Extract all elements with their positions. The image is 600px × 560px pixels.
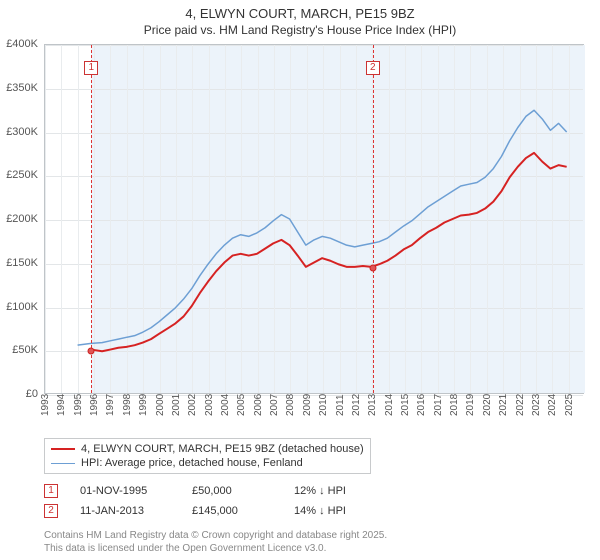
y-axis-labels: £0£50K£100K£150K£200K£250K£300K£350K£400… (0, 44, 42, 394)
chart-title-address: 4, ELWYN COURT, MARCH, PE15 9BZ (0, 6, 600, 21)
x-axis-labels: 1993199419951996199719981999200020012002… (44, 396, 584, 436)
x-axis-label: 2016 (416, 394, 427, 416)
event-hpi-diff: 14% ↓ HPI (294, 505, 374, 517)
attribution-line1: Contains HM Land Registry data © Crown c… (44, 530, 387, 543)
event-number-badge: 2 (44, 504, 58, 518)
legend-label: 4, ELWYN COURT, MARCH, PE15 9BZ (detache… (81, 443, 364, 455)
y-axis-label: £200K (6, 213, 38, 225)
x-axis-label: 2005 (236, 394, 247, 416)
x-axis-label: 1999 (138, 394, 149, 416)
y-axis-label: £50K (12, 344, 38, 356)
events-row: 1 01-NOV-1995 £50,000 12% ↓ HPI (44, 484, 374, 498)
y-axis-label: £300K (6, 126, 38, 138)
y-axis-label: £250K (6, 169, 38, 181)
legend-label: HPI: Average price, detached house, Fenl… (81, 457, 303, 469)
x-axis-label: 1996 (89, 394, 100, 416)
attribution: Contains HM Land Registry data © Crown c… (44, 530, 387, 555)
x-axis-label: 2019 (465, 394, 476, 416)
event-hpi-diff: 12% ↓ HPI (294, 485, 374, 497)
x-axis-label: 2022 (515, 394, 526, 416)
y-axis-label: £100K (6, 301, 38, 313)
x-axis-label: 2020 (482, 394, 493, 416)
event-price: £145,000 (192, 505, 272, 517)
x-axis-label: 2008 (285, 394, 296, 416)
event-badge: 1 (84, 61, 98, 75)
event-badge: 2 (366, 61, 380, 75)
x-axis-label: 2010 (318, 394, 329, 416)
x-axis-label: 2004 (220, 394, 231, 416)
x-axis-label: 2002 (187, 394, 198, 416)
event-date: 01-NOV-1995 (80, 485, 170, 497)
event-price: £50,000 (192, 485, 272, 497)
x-axis-label: 2021 (498, 394, 509, 416)
x-axis-label: 2015 (400, 394, 411, 416)
series-line (91, 153, 567, 351)
events-table: 1 01-NOV-1995 £50,000 12% ↓ HPI 2 11-JAN-2013… (44, 484, 374, 524)
legend-item: HPI: Average price, detached house, Fenl… (51, 456, 364, 470)
legend: 4, ELWYN COURT, MARCH, PE15 9BZ (detache… (44, 438, 371, 474)
chart-title-subtitle: Price paid vs. HM Land Registry's House … (0, 23, 600, 37)
legend-swatch (51, 463, 75, 464)
x-axis-label: 2009 (302, 394, 313, 416)
x-axis-label: 1993 (40, 394, 51, 416)
x-axis-label: 2003 (204, 394, 215, 416)
sale-marker (88, 348, 95, 355)
series-svg (45, 45, 583, 393)
x-axis-label: 2017 (433, 394, 444, 416)
x-axis-label: 2012 (351, 394, 362, 416)
plot-area: 12 (44, 44, 584, 394)
event-line (373, 45, 374, 393)
chart-container: 4, ELWYN COURT, MARCH, PE15 9BZ Price pa… (0, 0, 600, 560)
title-block: 4, ELWYN COURT, MARCH, PE15 9BZ Price pa… (0, 0, 600, 37)
x-axis-label: 1997 (105, 394, 116, 416)
y-axis-label: £0 (26, 388, 38, 400)
x-axis-label: 2025 (564, 394, 575, 416)
series-line (78, 110, 567, 345)
event-number-badge: 1 (44, 484, 58, 498)
x-axis-label: 2001 (171, 394, 182, 416)
x-axis-label: 2018 (449, 394, 460, 416)
x-axis-label: 1995 (73, 394, 84, 416)
event-date: 11-JAN-2013 (80, 505, 170, 517)
x-axis-label: 1998 (122, 394, 133, 416)
legend-swatch (51, 448, 75, 450)
event-line (91, 45, 92, 393)
x-axis-label: 2007 (269, 394, 280, 416)
x-axis-label: 2024 (547, 394, 558, 416)
events-row: 2 11-JAN-2013 £145,000 14% ↓ HPI (44, 504, 374, 518)
y-axis-label: £150K (6, 257, 38, 269)
x-axis-label: 2013 (367, 394, 378, 416)
sale-marker (369, 265, 376, 272)
y-axis-label: £350K (6, 82, 38, 94)
x-axis-label: 1994 (56, 394, 67, 416)
attribution-line2: This data is licensed under the Open Gov… (44, 543, 387, 556)
x-axis-label: 2000 (155, 394, 166, 416)
legend-item: 4, ELWYN COURT, MARCH, PE15 9BZ (detache… (51, 442, 364, 456)
x-axis-label: 2014 (384, 394, 395, 416)
y-axis-label: £400K (6, 38, 38, 50)
x-axis-label: 2023 (531, 394, 542, 416)
x-axis-label: 2006 (253, 394, 264, 416)
x-axis-label: 2011 (335, 394, 346, 416)
